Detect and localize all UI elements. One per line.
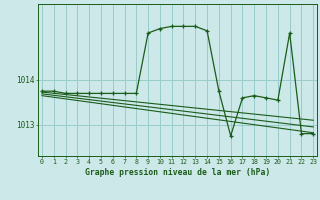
X-axis label: Graphe pression niveau de la mer (hPa): Graphe pression niveau de la mer (hPa) — [85, 168, 270, 177]
